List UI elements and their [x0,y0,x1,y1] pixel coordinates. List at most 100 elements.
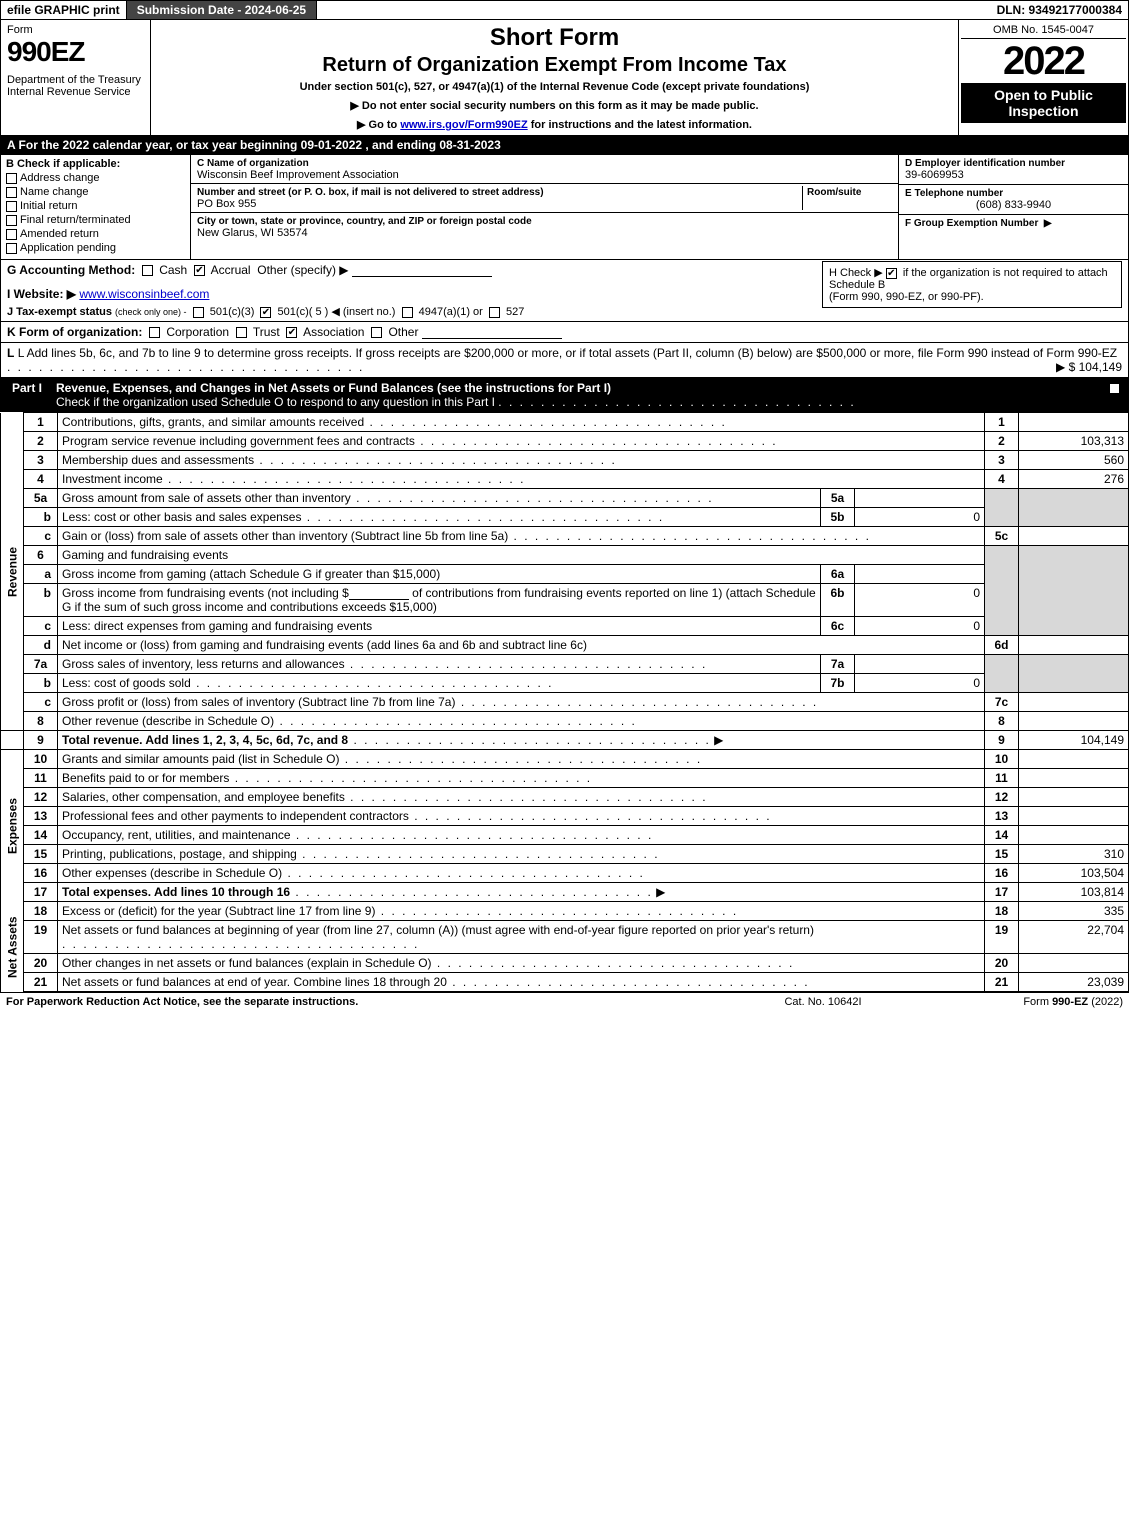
part1-label: Part I [6,381,48,409]
street-value: PO Box 955 [197,198,256,210]
part1-header: Part I Revenue, Expenses, and Changes in… [0,378,1129,412]
footer-left: For Paperwork Reduction Act Notice, see … [6,996,723,1008]
chk-schedule-o[interactable] [1109,383,1120,394]
group-exemption-label: F Group Exemption Number ▶ [905,218,1122,229]
chk-corp[interactable] [149,327,160,338]
gross-receipts-amount: ▶ $ 104,149 [1056,360,1122,374]
val-21: 23,039 [1019,973,1129,992]
row-a: A For the 2022 calendar year, or tax yea… [0,136,1129,155]
submission-date: Submission Date - 2024-06-25 [127,1,317,19]
irs-link[interactable]: www.irs.gov/Form990EZ [400,119,527,131]
val-16: 103,504 [1019,864,1129,883]
efile-label[interactable]: efile GRAPHIC print [1,1,127,19]
part1-table: Revenue 1 Contributions, gifts, grants, … [0,412,1129,992]
chk-amended-return[interactable]: Amended return [6,228,185,240]
val-6b: 0 [855,584,985,617]
chk-trust[interactable] [236,327,247,338]
form-number: 990EZ [7,36,144,68]
ein-value: 39-6069953 [905,169,964,181]
main-title: Return of Organization Exempt From Incom… [159,54,950,77]
chk-name-change[interactable]: Name change [6,186,185,198]
subtitle: Under section 501(c), 527, or 4947(a)(1)… [159,81,950,93]
city-value: New Glarus, WI 53574 [197,227,308,239]
val-20 [1019,954,1129,973]
chk-cash[interactable] [142,265,153,276]
header-center: Short Form Return of Organization Exempt… [151,20,958,135]
form-word: Form [7,24,144,36]
val-19: 22,704 [1019,921,1129,954]
val-10 [1019,750,1129,769]
chk-final-return[interactable]: Final return/terminated [6,214,185,226]
header-left: Form 990EZ Department of the Treasury In… [1,20,151,135]
chk-other-org[interactable] [371,327,382,338]
form-header: Form 990EZ Department of the Treasury In… [0,20,1129,136]
header-right: OMB No. 1545-0047 2022 Open to Public In… [958,20,1128,135]
section-c: C Name of organization Wisconsin Beef Im… [191,155,898,259]
val-3: 560 [1019,451,1129,470]
footer-center: Cat. No. 10642I [723,996,923,1008]
val-12 [1019,788,1129,807]
val-6a [855,565,985,584]
chk-4947[interactable] [402,307,413,318]
chk-501c[interactable] [260,307,271,318]
chk-501c3[interactable] [193,307,204,318]
chk-accrual[interactable] [194,265,205,276]
val-8 [1019,712,1129,731]
city-label: City or town, state or province, country… [197,216,532,227]
val-1 [1019,413,1129,432]
val-6d [1019,636,1129,655]
info-grid: B Check if applicable: Address change Na… [0,155,1129,260]
chk-h[interactable] [886,268,897,279]
chk-527[interactable] [489,307,500,318]
ssn-warning: Do not enter social security numbers on … [159,99,950,112]
section-l: L L Add lines 5b, 6c, and 7b to line 9 t… [0,343,1129,378]
val-9: 104,149 [1019,731,1129,750]
side-expenses: Expenses [1,750,24,902]
dln: DLN: 93492177000384 [991,1,1128,19]
val-7c [1019,693,1129,712]
website-link[interactable]: www.wisconsinbeef.com [79,287,209,301]
irs-line: Internal Revenue Service [7,86,144,98]
chk-initial-return[interactable]: Initial return [6,200,185,212]
chk-application-pending[interactable]: Application pending [6,242,185,254]
val-6c: 0 [855,617,985,636]
section-def: D Employer identification number 39-6069… [898,155,1128,259]
omb-number: OMB No. 1545-0047 [961,22,1126,39]
chk-address-change[interactable]: Address change [6,172,185,184]
goto-instruction: Go to www.irs.gov/Form990EZ for instruct… [159,118,950,131]
section-b: B Check if applicable: Address change Na… [1,155,191,259]
row-g-h: H Check ▶ if the organization is not req… [0,260,1129,322]
phone-value: (608) 833-9940 [905,199,1122,211]
footer-right: Form 990-EZ (2022) [923,996,1123,1008]
chk-assoc[interactable] [286,327,297,338]
val-14 [1019,826,1129,845]
top-bar: efile GRAPHIC print Submission Date - 20… [0,0,1129,20]
val-5a [855,489,985,508]
c-name-label: C Name of organization [197,158,309,169]
section-b-label: B Check if applicable: [6,158,185,170]
dept-line: Department of the Treasury [7,74,144,86]
val-4: 276 [1019,470,1129,489]
val-17: 103,814 [1019,883,1129,902]
other-method-field[interactable] [352,263,492,277]
val-5c [1019,527,1129,546]
section-k: K Form of organization: Corporation Trus… [0,322,1129,343]
val-2: 103,313 [1019,432,1129,451]
phone-label: E Telephone number [905,188,1122,199]
side-netassets: Net Assets [1,902,24,992]
short-form-title: Short Form [159,24,950,52]
val-7a [855,655,985,674]
val-13 [1019,807,1129,826]
val-7b: 0 [855,674,985,693]
section-h: H Check ▶ if the organization is not req… [822,261,1122,308]
ein-label: D Employer identification number [905,158,1122,169]
val-15: 310 [1019,845,1129,864]
val-5b: 0 [855,508,985,527]
page-footer: For Paperwork Reduction Act Notice, see … [0,992,1129,1011]
val-11 [1019,769,1129,788]
side-revenue: Revenue [1,413,24,731]
open-to-public: Open to Public Inspection [961,83,1126,123]
other-org-field[interactable] [422,325,562,339]
org-name: Wisconsin Beef Improvement Association [197,169,399,181]
room-label: Room/suite [807,187,861,198]
